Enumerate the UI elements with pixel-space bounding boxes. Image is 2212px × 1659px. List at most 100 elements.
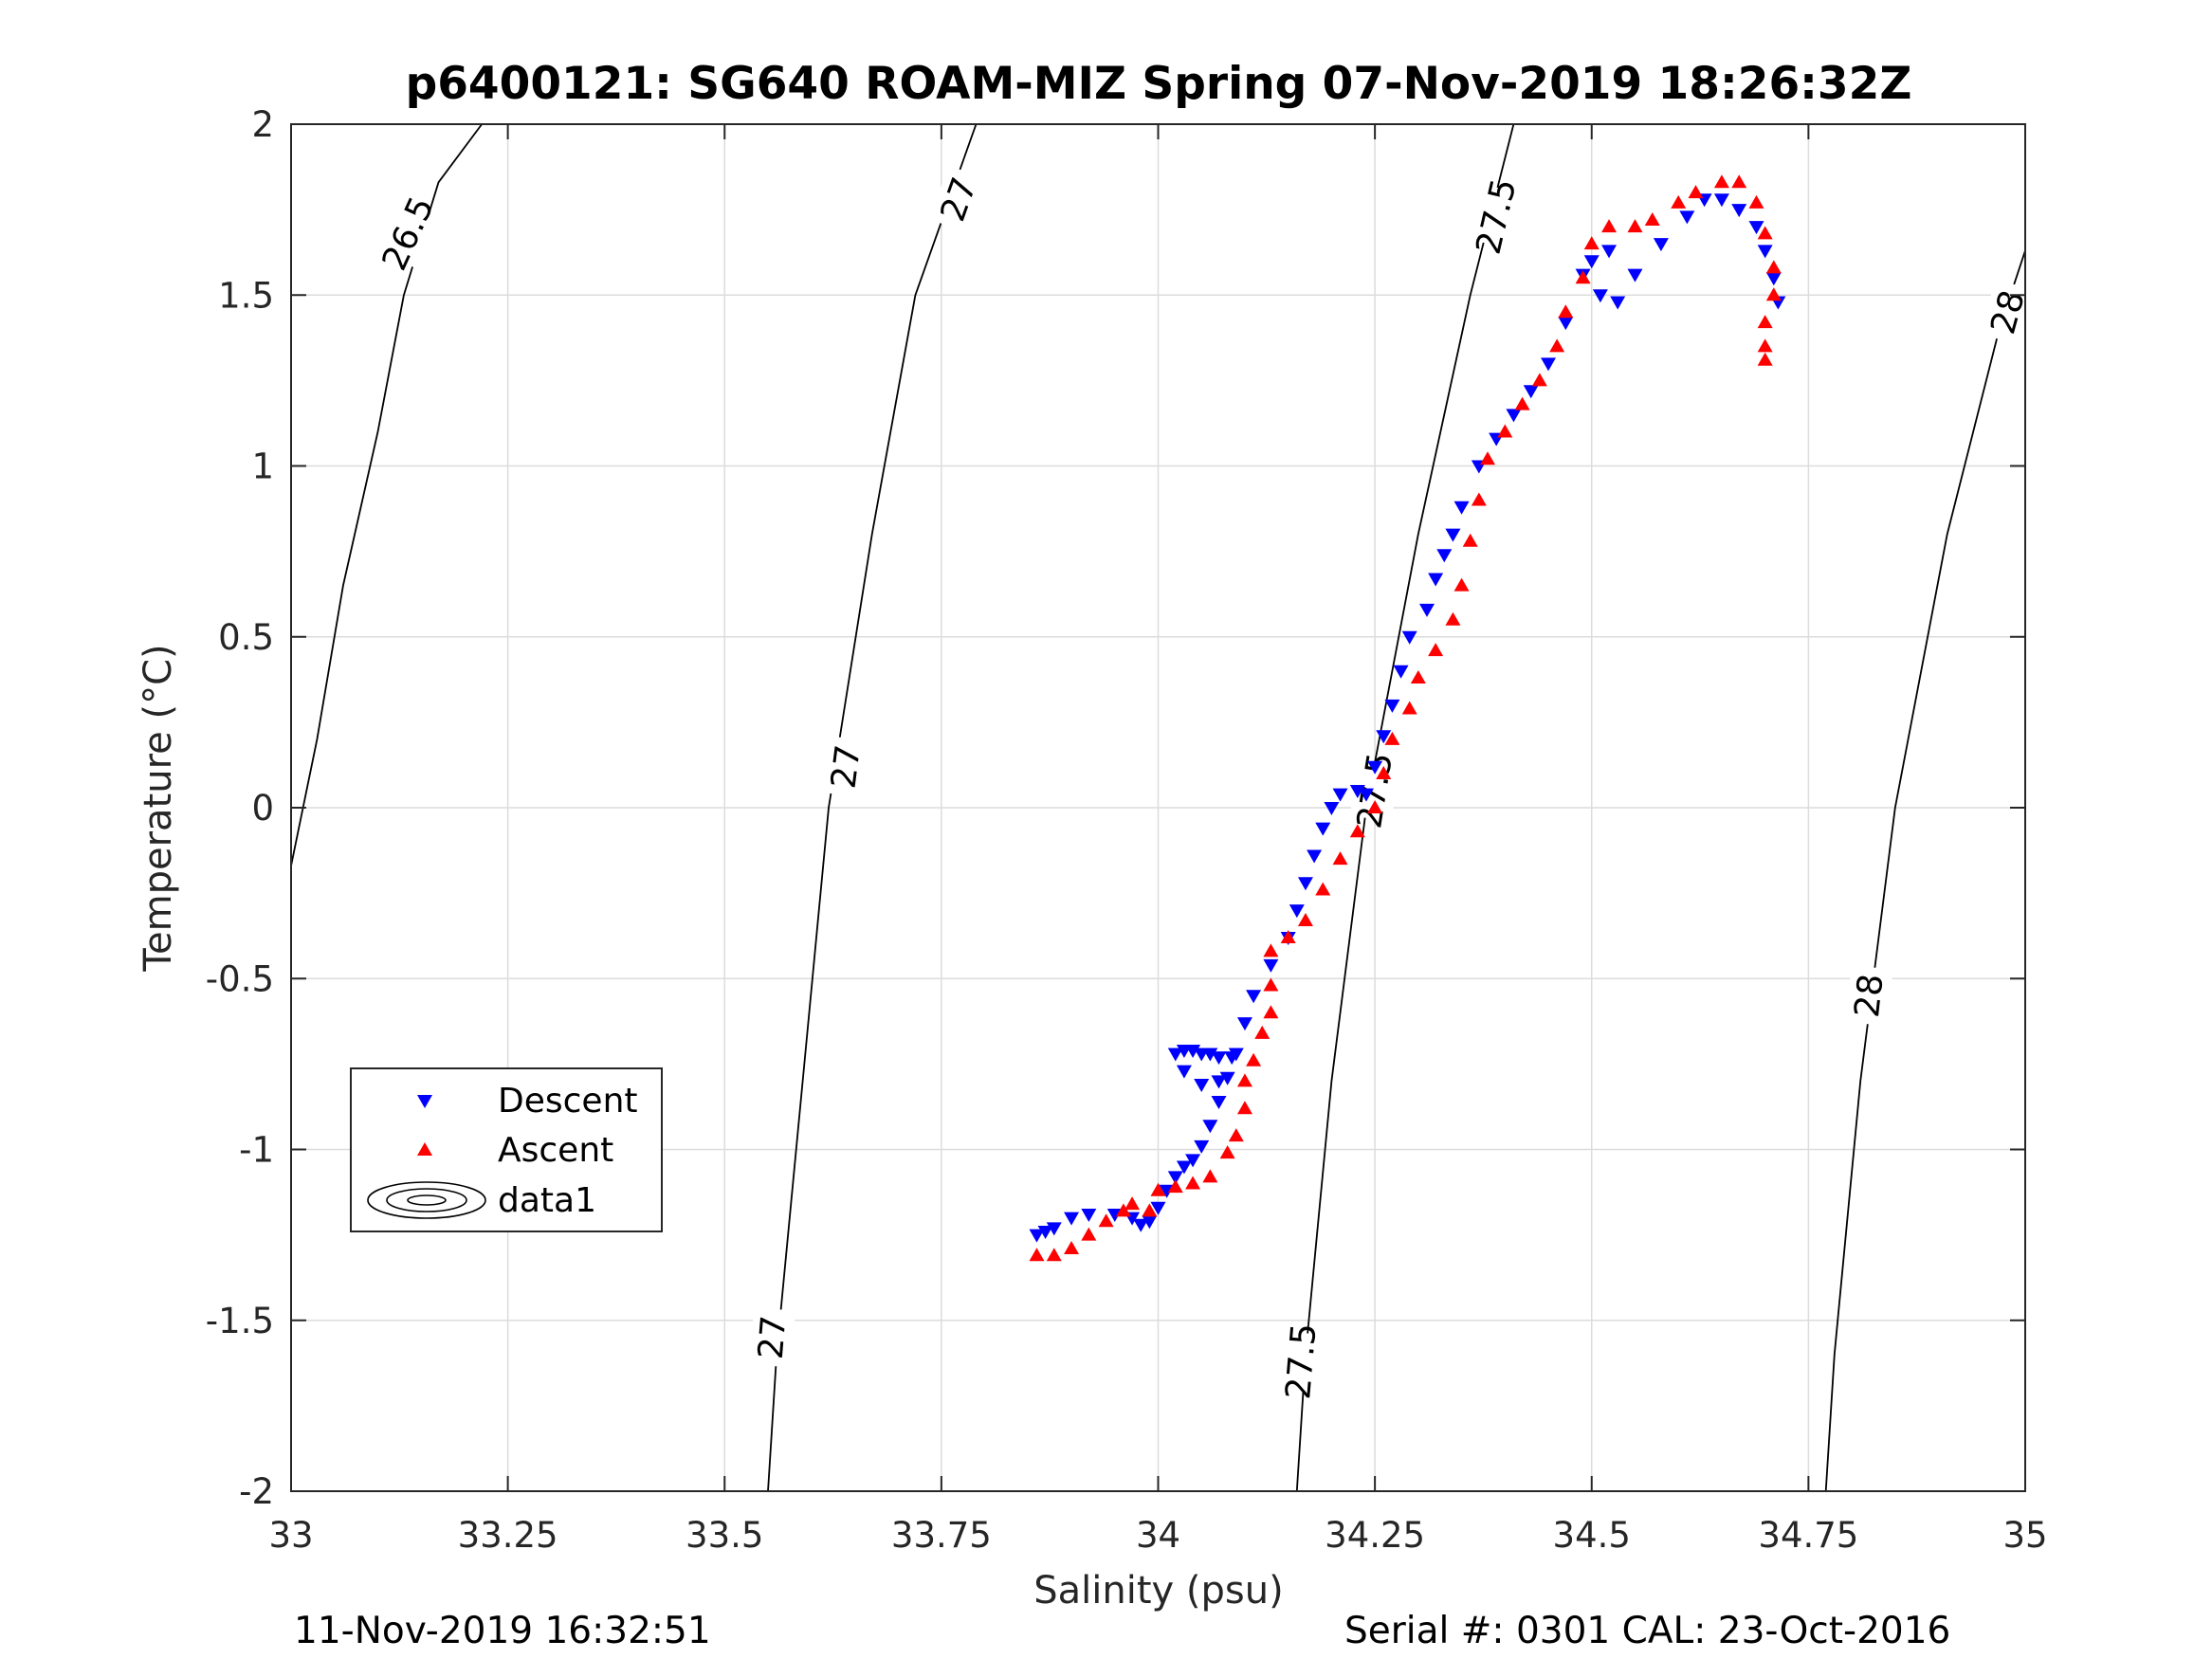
descent-marker — [1765, 272, 1782, 286]
footer-serial-cal: Serial #: 0301 CAL: 23-Oct-2016 — [1344, 1610, 1951, 1652]
descent-marker — [1150, 1201, 1166, 1215]
ascent-marker — [1254, 1025, 1271, 1039]
descent-marker — [1307, 849, 1323, 864]
ascent-marker — [1263, 943, 1279, 957]
contour-label-mask — [1469, 184, 1524, 249]
contour-label-mask — [821, 736, 870, 798]
ascent-marker — [1236, 1073, 1252, 1087]
x-tick-label: 33.75 — [891, 1515, 992, 1556]
ascent-marker — [1081, 1227, 1097, 1241]
contour-label: 27 — [825, 743, 868, 792]
descent-marker — [1541, 357, 1557, 372]
descent-marker — [1194, 1048, 1210, 1062]
descent-marker — [1401, 630, 1417, 645]
descent-marker — [1263, 958, 1279, 973]
descent-marker — [1367, 760, 1383, 775]
descent-marker — [1453, 501, 1470, 515]
legend-ascent-marker — [417, 1142, 432, 1156]
ascent-marker — [1531, 373, 1547, 387]
descent-marker — [1211, 1051, 1227, 1066]
ascent-marker — [1757, 352, 1773, 366]
descent-marker — [1679, 210, 1695, 225]
descent-marker — [1167, 1171, 1183, 1185]
ascent-marker — [1748, 194, 1764, 209]
descent-marker — [1349, 784, 1365, 798]
ascent-marker — [1627, 219, 1643, 233]
ascent-marker — [1558, 304, 1574, 319]
descent-marker — [1653, 238, 1669, 252]
descent-marker — [1324, 802, 1340, 815]
legend-descent-label: Descent — [498, 1082, 638, 1121]
ascent-marker — [1757, 315, 1773, 329]
ascent-marker — [1765, 287, 1782, 301]
ascent-marker — [1280, 929, 1296, 943]
legend: Descent Ascent data1 — [350, 1067, 663, 1232]
legend-box — [350, 1067, 663, 1232]
y-tick-label: -1 — [239, 1130, 274, 1171]
contour-label-mask — [749, 1307, 795, 1368]
descent-marker — [1236, 1017, 1252, 1031]
ascent-marker — [1142, 1203, 1158, 1217]
descent-marker — [1713, 193, 1729, 208]
x-tick-label: 34.25 — [1325, 1515, 1425, 1556]
y-tick-label: 1.5 — [218, 275, 274, 316]
descent-marker — [1211, 1096, 1227, 1110]
ascent-marker — [1401, 701, 1417, 715]
ascent-marker — [1757, 338, 1773, 353]
descent-marker — [1081, 1208, 1097, 1222]
ascent-marker — [1297, 912, 1313, 926]
descent-marker — [1428, 573, 1444, 587]
descent-marker — [1185, 1154, 1201, 1168]
y-tick-label: 1 — [251, 447, 274, 487]
x-tick-label: 34.5 — [1553, 1515, 1631, 1556]
y-tick-label: 2 — [251, 104, 274, 145]
ascent-marker — [1263, 1005, 1279, 1019]
descent-marker — [1757, 245, 1773, 259]
ascent-marker — [1263, 977, 1279, 992]
ascent-marker — [1731, 174, 1747, 189]
x-tick-label: 35 — [2002, 1515, 2047, 1556]
descent-marker — [1445, 528, 1461, 542]
contour-label-mask — [1277, 1331, 1325, 1392]
descent-marker — [1358, 788, 1374, 802]
contour-label: 27 — [752, 1314, 795, 1360]
descent-marker — [1592, 289, 1608, 303]
descent-marker — [1228, 1048, 1244, 1062]
ascent-marker — [1713, 174, 1729, 189]
descent-marker — [1194, 1079, 1210, 1093]
y-tick-label: 0.5 — [218, 617, 274, 658]
ascent-marker — [1167, 1179, 1183, 1194]
ascent-marker — [1671, 194, 1687, 209]
ascent-marker — [1765, 260, 1782, 274]
y-tick-label: -1.5 — [206, 1301, 274, 1341]
legend-descent-marker — [417, 1095, 432, 1108]
ascent-marker — [1246, 1052, 1262, 1066]
ascent-marker — [1601, 219, 1618, 233]
descent-marker — [1167, 1048, 1183, 1062]
ascent-marker — [1549, 338, 1565, 353]
descent-marker — [1601, 245, 1618, 259]
ascent-marker — [1029, 1248, 1045, 1262]
descent-marker — [1037, 1226, 1053, 1240]
data-markers — [1029, 174, 1786, 1262]
x-tick-label: 33 — [268, 1515, 313, 1556]
ascent-marker — [1228, 1128, 1244, 1142]
ascent-marker — [1410, 670, 1426, 684]
ascent-marker — [1514, 396, 1530, 410]
legend-ascent-label: Ascent — [498, 1131, 613, 1170]
footer-timestamp: 11-Nov-2019 16:32:51 — [294, 1610, 711, 1652]
descent-marker — [1133, 1218, 1149, 1232]
descent-marker — [1384, 699, 1400, 713]
contour-label: 28 — [1848, 972, 1892, 1019]
axis-ticks: 33 33.25 33.5 33.75 34 34.25 34.5 34.75 35 -2 -1.5… — [206, 104, 2048, 1556]
legend-contour-icon — [367, 1181, 486, 1219]
contour-label-mask — [1845, 965, 1893, 1027]
legend-data1-label: data1 — [498, 1181, 596, 1220]
descent-marker — [1246, 990, 1262, 1004]
chart-title: p6400121: SG640 ROAM-MIZ Spring 07-Nov-2… — [406, 58, 1912, 110]
ascent-marker — [1471, 492, 1487, 506]
ascent-marker — [1575, 270, 1591, 284]
contour-label: 27.5 — [1279, 1322, 1325, 1400]
ascent-marker — [1583, 236, 1600, 250]
descent-marker — [1731, 204, 1747, 218]
